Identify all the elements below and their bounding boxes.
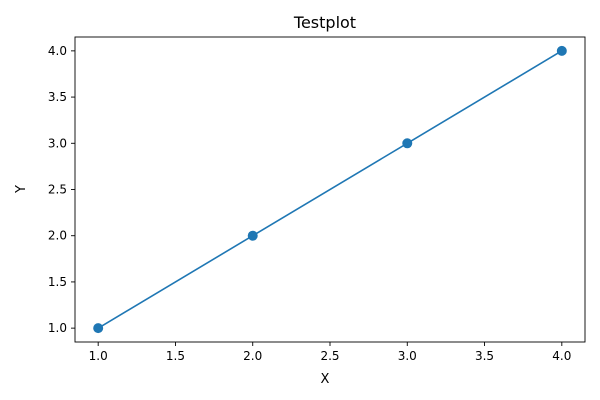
data-point (402, 138, 413, 149)
x-tick-label: 2.5 (320, 349, 339, 363)
x-tick-label: 1.0 (89, 349, 108, 363)
y-axis-label: Y (14, 185, 29, 194)
x-axis-label: X (321, 372, 330, 387)
x-tick-label: 3.5 (475, 349, 494, 363)
data-point (556, 45, 567, 56)
y-tick-label: 1.5 (48, 275, 67, 289)
data-point (247, 230, 258, 241)
x-tick-label: 4.0 (552, 349, 571, 363)
y-tick-label: 3.0 (48, 136, 67, 150)
chart-title: Testplot (293, 13, 356, 32)
series-line (97, 50, 563, 329)
plot-layer: 1.0 1.5 2.0 2.5 3.0 3.5 4.0 1.0 1.5 2.0 2.5 3.0 3.5 4… (48, 36, 586, 363)
x-tick-label: 1.5 (166, 349, 185, 363)
x-tick-label: 2.0 (243, 349, 262, 363)
y-tick-label: 3.5 (48, 90, 67, 104)
y-tick-label: 1.0 (48, 321, 67, 335)
x-tick-label: 3.0 (398, 349, 417, 363)
y-tick-label: 2.0 (48, 229, 67, 243)
y-tick-label: 4.0 (48, 44, 67, 58)
y-tick-label: 2.5 (48, 183, 67, 197)
data-point (93, 323, 104, 334)
